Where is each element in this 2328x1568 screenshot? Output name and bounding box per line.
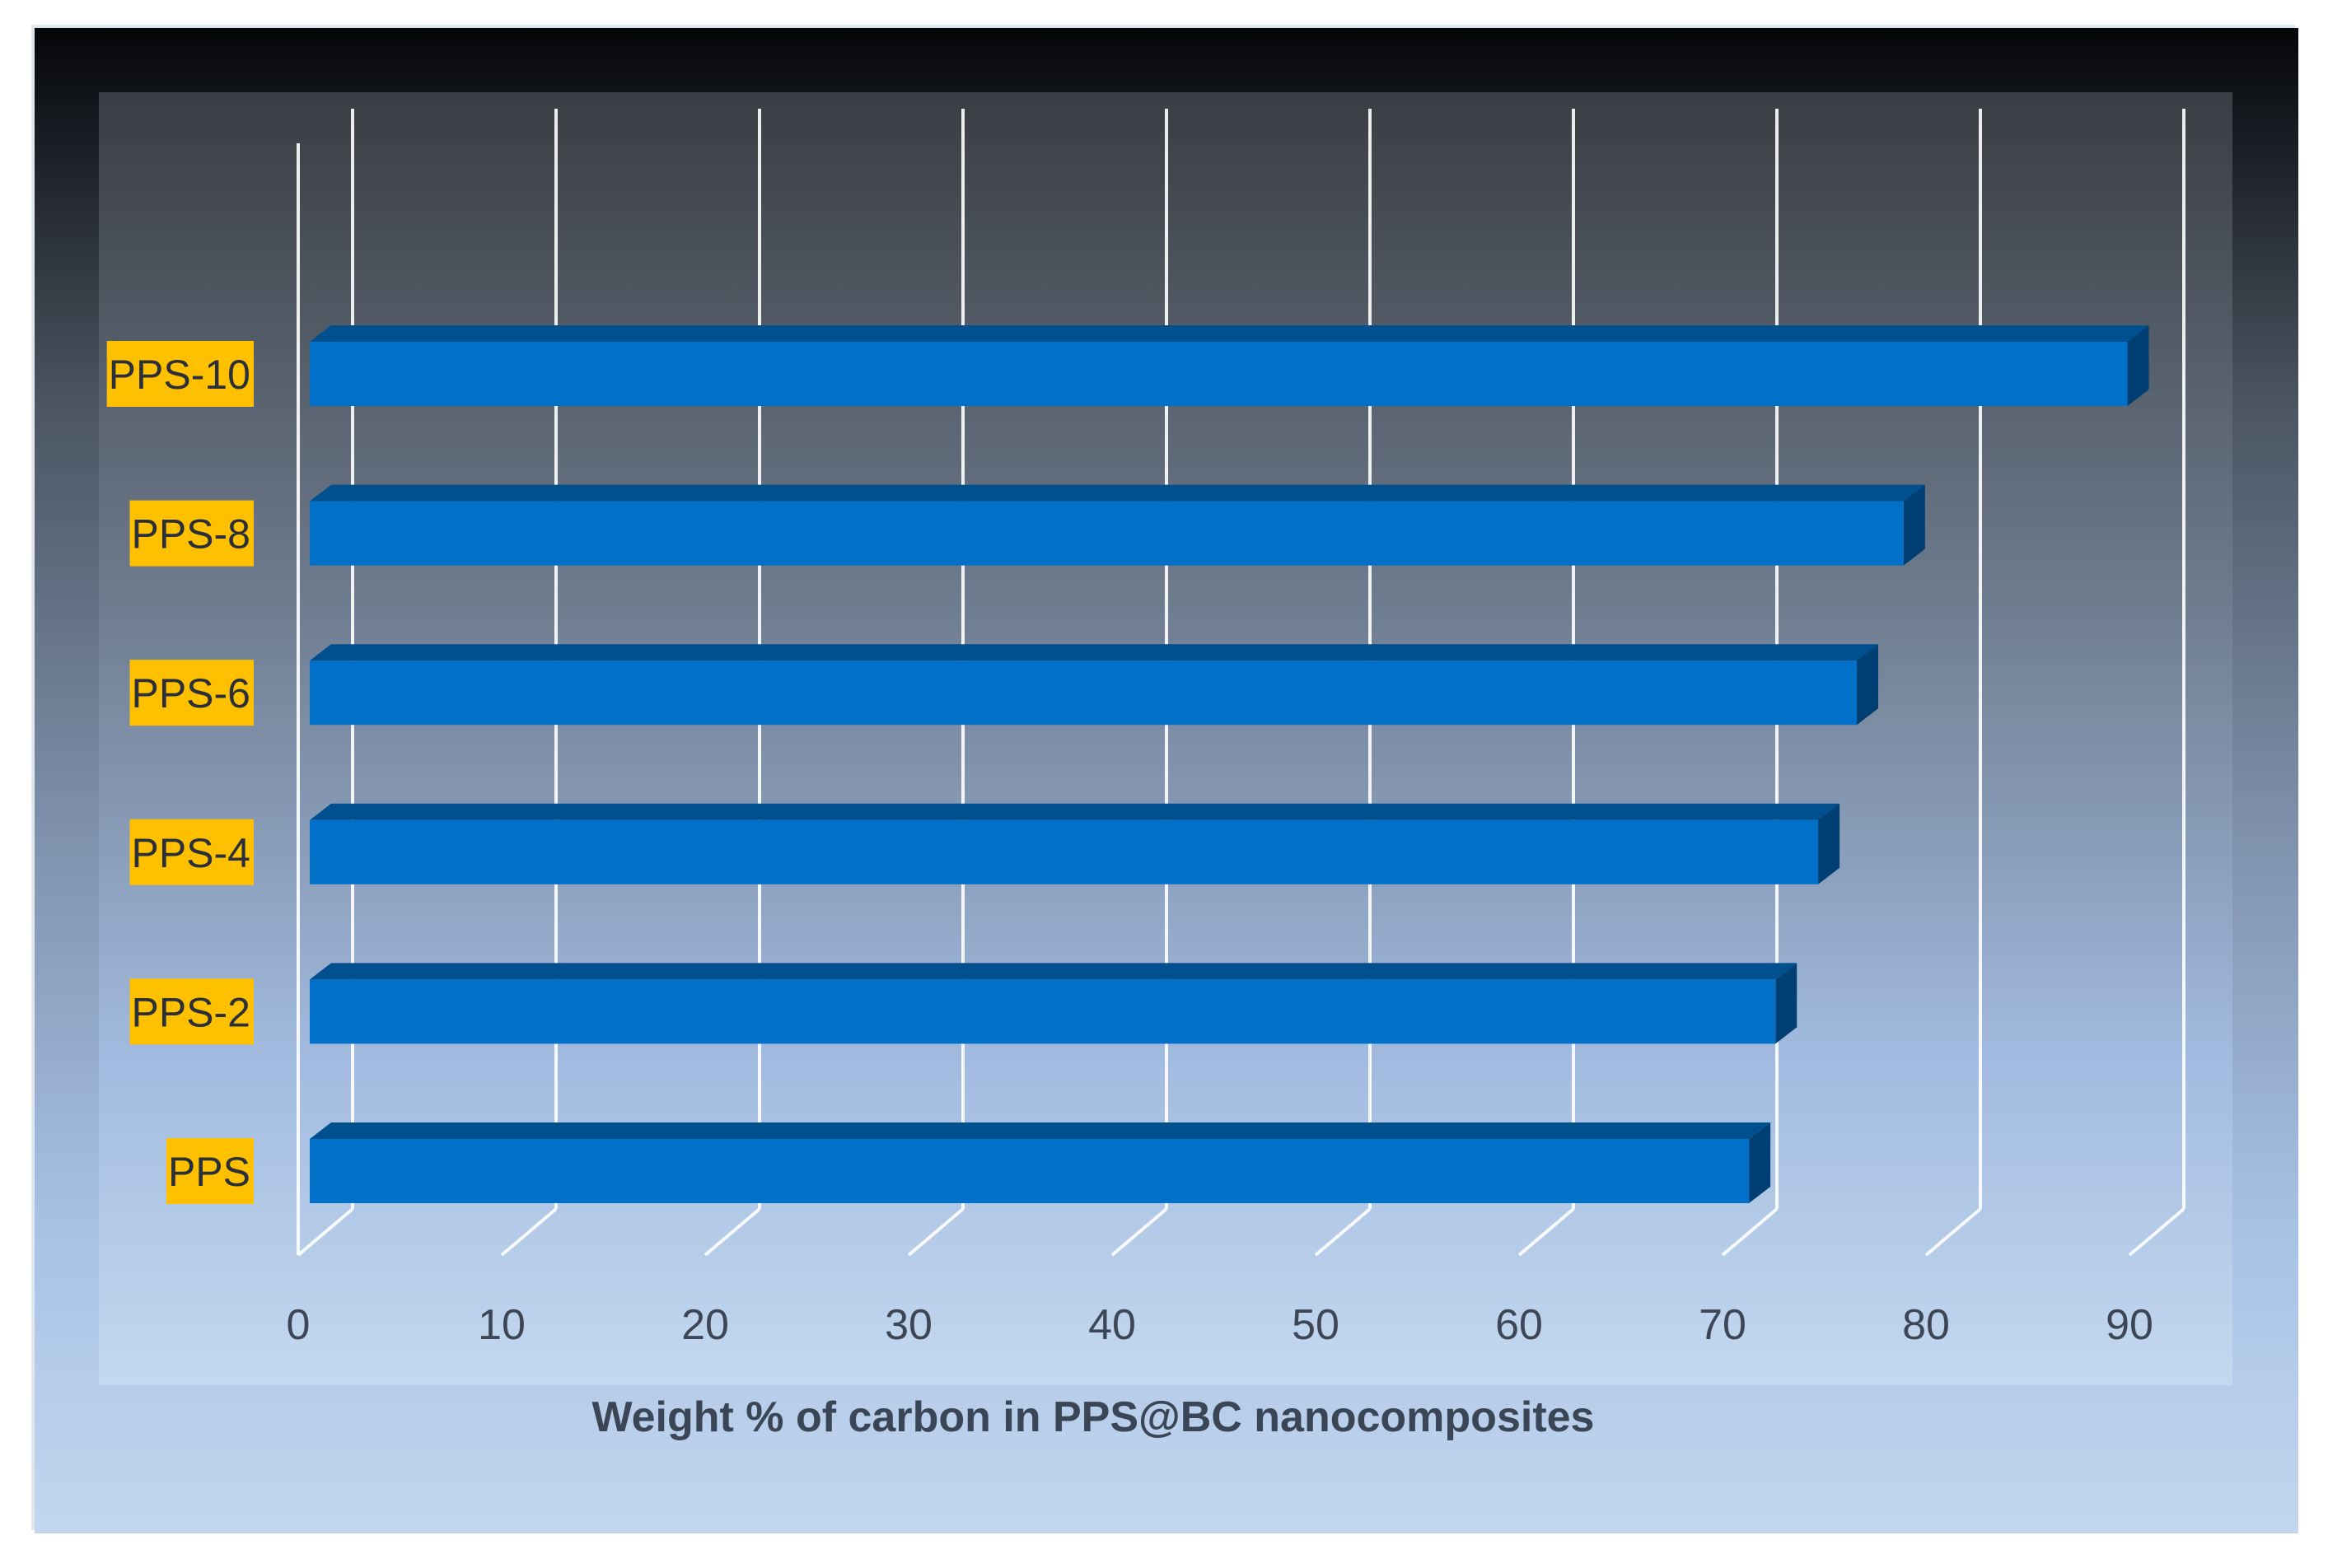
bars (310, 325, 2149, 1203)
floor-gridline-90 (2128, 1207, 2185, 1257)
bar-side-face (1749, 1122, 1771, 1203)
bar-front-face (310, 979, 1776, 1044)
category-label-text: PPS-4 (131, 830, 250, 876)
x-tick-label: 0 (287, 1301, 311, 1349)
floor-gridline-60 (1517, 1207, 1575, 1257)
category-label-bg (129, 978, 254, 1045)
bar-side-face (1818, 803, 1840, 884)
bar-front-face (310, 819, 1819, 884)
bar-front-face (310, 1139, 1750, 1203)
x-tick-label: 20 (681, 1301, 729, 1349)
x-tick-label: 40 (1088, 1301, 1136, 1349)
bar-front-face (310, 342, 2128, 406)
bar-PPS-2 (310, 963, 1797, 1044)
floor-gridline-10 (500, 1207, 558, 1257)
bar-side-face (1775, 963, 1797, 1044)
category-labels: PPS PPS-2 PPS-4 PPS-6 PPS-8 PPS-10 (106, 341, 254, 1204)
x-axis-title: Weight % of carbon in PPS@BC nanocomposi… (592, 1393, 1595, 1441)
bar-top-face (310, 803, 1840, 820)
category-label-PPS-8: PPS-8 (129, 500, 254, 567)
floor-gridline-80 (1924, 1207, 1982, 1257)
x-tick-label: 80 (1902, 1301, 1950, 1349)
category-label-PPS-10: PPS-10 (106, 341, 254, 407)
bar-side-face (1857, 644, 1879, 726)
bar-top-face (310, 484, 1925, 502)
category-label-PPS-6: PPS-6 (129, 660, 254, 726)
category-label-PPS-2: PPS-2 (129, 978, 254, 1045)
category-label-text: PPS-6 (131, 670, 250, 716)
x-tick-label: 30 (885, 1301, 933, 1349)
x-tick-label: 50 (1292, 1301, 1339, 1349)
category-label-bg (129, 660, 254, 726)
category-label-bg (129, 819, 254, 885)
floor-gridline-70 (1721, 1207, 1779, 1257)
bar-PPS-8 (310, 484, 1925, 566)
floor-gridline-50 (1314, 1207, 1372, 1257)
bar-PPS (310, 1122, 1771, 1203)
x-tick-label: 90 (2106, 1301, 2153, 1349)
x-tick-label: 70 (1699, 1301, 1746, 1349)
bar-top-face (310, 325, 2149, 342)
bar-top-face (310, 963, 1797, 980)
bar-PPS-4 (310, 803, 1840, 884)
floor-gridline-40 (1110, 1207, 1168, 1257)
category-label-bg (106, 341, 254, 407)
category-label-bg (129, 500, 254, 567)
category-label-text: PPS-10 (109, 352, 250, 398)
x-tick-label: 10 (478, 1301, 526, 1349)
bar-PPS-10 (310, 325, 2149, 406)
x-tick-labels: 0 10 20 30 40 50 60 70 80 90 (287, 1301, 2153, 1349)
bar-top-face (310, 644, 1879, 661)
category-label-text: PPS (168, 1149, 250, 1195)
bar-top-face (310, 1122, 1771, 1139)
chart-frame: PPS PPS-2 PPS-4 PPS-6 PPS-8 PPS-10 0 10 20 30 40 5… (31, 25, 2298, 1533)
bar-side-face (1903, 484, 1925, 566)
x-tick-label: 60 (1495, 1301, 1543, 1349)
floor-gridline-20 (704, 1207, 761, 1257)
category-label-text: PPS-8 (131, 511, 250, 558)
category-label-text: PPS-2 (131, 989, 250, 1035)
bar-PPS-6 (310, 644, 1879, 726)
bar-front-face (310, 660, 1858, 726)
category-label-PPS: PPS (166, 1138, 254, 1204)
bar-chart: PPS PPS-2 PPS-4 PPS-6 PPS-8 PPS-10 0 10 20 30 40 5… (35, 28, 2298, 1533)
category-label-PPS-4: PPS-4 (129, 819, 254, 885)
bar-front-face (310, 501, 1904, 566)
bar-side-face (2127, 325, 2149, 406)
category-label-bg (166, 1138, 254, 1204)
floor-gridline-30 (907, 1207, 965, 1257)
floor-gridline-0 (297, 1207, 354, 1257)
